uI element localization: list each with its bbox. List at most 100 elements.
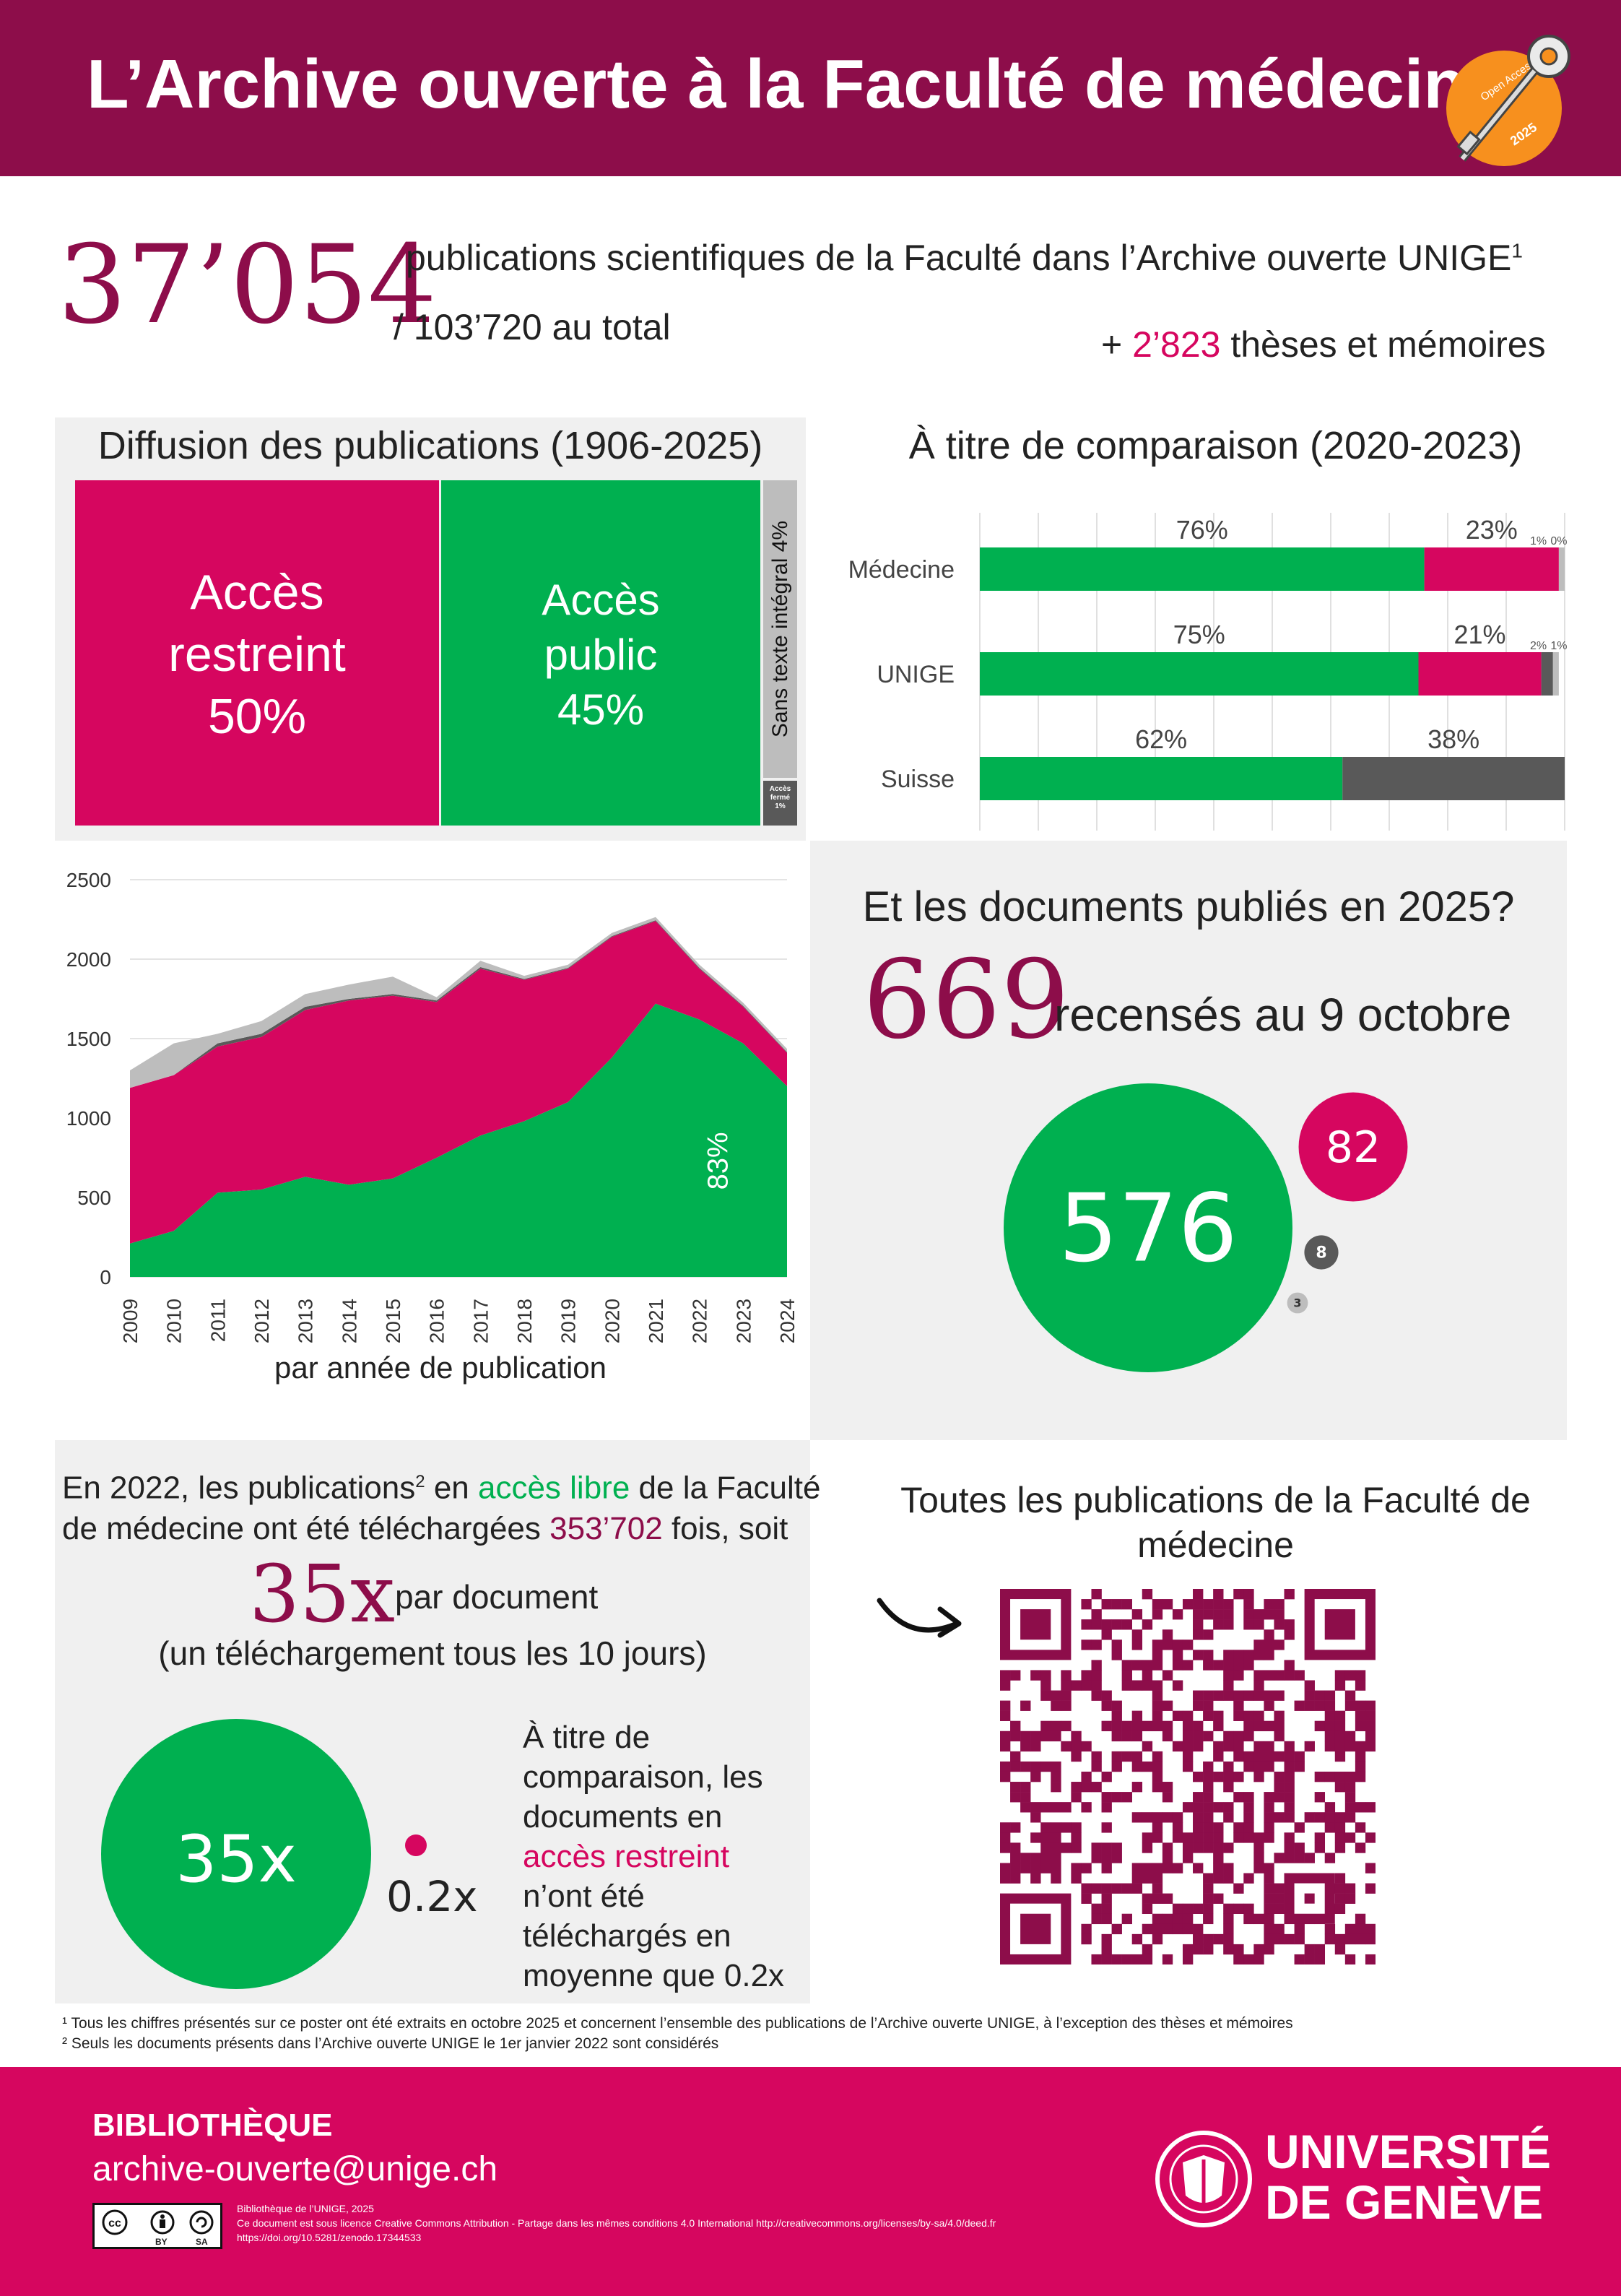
- qr-module: [1193, 1771, 1204, 1782]
- bubble-public: [1004, 1083, 1292, 1372]
- qr-module: [1101, 1822, 1112, 1833]
- qr-module: [1172, 1741, 1183, 1752]
- qr-module: [1051, 1822, 1061, 1833]
- qr-module: [1304, 1954, 1315, 1964]
- qr-module: [1172, 1650, 1183, 1660]
- qr-module: [1213, 1873, 1224, 1884]
- qr-module: [1172, 1923, 1183, 1935]
- qr-module: [1314, 1720, 1326, 1732]
- qr-module: [1233, 1903, 1244, 1915]
- qr-module: [1253, 1863, 1264, 1873]
- restricted-label-1: Accès: [190, 565, 324, 620]
- qr-module: [1223, 1619, 1234, 1630]
- qr-module: [1071, 1730, 1082, 1742]
- qr-module: [1243, 1710, 1254, 1721]
- qr-module: [1243, 1660, 1254, 1671]
- qr-module: [1091, 1883, 1102, 1894]
- qr-module: [1121, 1720, 1132, 1732]
- qr-module: [1172, 1639, 1183, 1650]
- qr-module: [1294, 1853, 1305, 1863]
- qr-module: [1071, 1751, 1082, 1762]
- qr-module: [1162, 1730, 1173, 1742]
- qr-module: [1162, 1782, 1173, 1793]
- qr-module: [1131, 1639, 1143, 1650]
- qr-module: [1284, 1660, 1295, 1671]
- qr-module: [1223, 1660, 1234, 1671]
- cc-icon: cc: [102, 2209, 214, 2235]
- qr-module: [1131, 1761, 1143, 1772]
- qr-module: [1142, 1619, 1153, 1630]
- qr-module: [1203, 1782, 1214, 1793]
- qr-module: [1334, 1812, 1346, 1823]
- area-xtick-label: 2024: [776, 1299, 799, 1343]
- footer-email[interactable]: archive-ouverte@unige.ch: [92, 2150, 498, 2188]
- qr-module: [1061, 1700, 1072, 1711]
- qr-module: [1304, 1853, 1315, 1863]
- qr-module: [1111, 1650, 1122, 1660]
- qr-module: [1071, 1842, 1082, 1853]
- qr-module: [1344, 1923, 1356, 1935]
- qr-module: [1213, 1853, 1224, 1863]
- qr-module: [1101, 1771, 1112, 1782]
- qr-code[interactable]: [1000, 1589, 1376, 1964]
- qr-module: [1182, 1730, 1194, 1742]
- qr-module: [1334, 1670, 1346, 1681]
- qr-module: [1344, 1771, 1356, 1782]
- qr-module: [1010, 1853, 1021, 1863]
- qr-module: [1111, 1923, 1122, 1935]
- qr-module: [1213, 1599, 1224, 1610]
- qr-module: [1020, 1741, 1031, 1752]
- key-icon: [1456, 35, 1570, 162]
- qr-module: [1030, 1771, 1041, 1782]
- qr-module: [1091, 1670, 1102, 1681]
- qr-module: [1091, 1782, 1102, 1793]
- qr-module: [1274, 1883, 1285, 1894]
- docs2025-subtitle: recensés au 9 octobre: [1054, 989, 1512, 1041]
- header-bar: [0, 0, 1621, 176]
- qr-module: [1253, 1832, 1264, 1843]
- area-series-public: [130, 1003, 787, 1277]
- qr-module: [1274, 1751, 1285, 1762]
- qr-module: [1213, 1771, 1224, 1782]
- qr-module: [1203, 1690, 1214, 1701]
- qr-module: [1162, 1923, 1173, 1935]
- qr-module: [1334, 1842, 1346, 1853]
- credit-line-2[interactable]: Ce document est sous licence Creative Co…: [237, 2217, 996, 2229]
- qr-module: [1193, 1802, 1204, 1813]
- comparison-small-label: 0%: [1550, 535, 1567, 547]
- qr-module: [1000, 1842, 1011, 1853]
- qr-module: [1131, 1954, 1143, 1964]
- qr-module: [1294, 1923, 1305, 1935]
- qr-module: [1274, 1771, 1285, 1782]
- qr-module: [1111, 1700, 1122, 1711]
- qr-module: [1243, 1599, 1254, 1610]
- qr-module: [1264, 1700, 1274, 1711]
- qr-module: [1334, 1944, 1346, 1955]
- qr-module: [1274, 1690, 1285, 1701]
- footer-bar: [0, 2067, 1621, 2296]
- qr-module: [1264, 1629, 1274, 1640]
- credit-doi-link[interactable]: https://doi.org/10.5281/zenodo.17344533: [237, 2232, 422, 2243]
- no-fulltext-label: Sans texte intégral 4%: [768, 520, 792, 738]
- qr-module: [1294, 1761, 1305, 1772]
- qr-module: [1091, 1954, 1102, 1964]
- qr-module: [1121, 1680, 1132, 1691]
- qr-module: [1000, 1761, 1011, 1772]
- qr-module: [1324, 1923, 1336, 1935]
- qr-module: [1061, 1720, 1072, 1732]
- qr-module: [1152, 1933, 1163, 1945]
- area-xtick-label: 2013: [295, 1299, 317, 1343]
- qr-module: [1243, 1903, 1254, 1915]
- footer-credits: Bibliothèque de l’UNIGE, 2025 Ce documen…: [237, 2201, 996, 2245]
- qr-module: [1131, 1863, 1143, 1873]
- qr-module: [1071, 1741, 1082, 1752]
- qr-module: [1203, 1802, 1214, 1813]
- qr-module: [1081, 1639, 1092, 1650]
- qr-module: [1101, 1802, 1112, 1813]
- qr-module: [1284, 1771, 1295, 1782]
- qr-module: [1233, 1650, 1244, 1660]
- qr-module: [1172, 1863, 1183, 1873]
- qr-module: [1182, 1954, 1194, 1964]
- qr-module: [1162, 1812, 1173, 1823]
- qr-module: [1274, 1609, 1285, 1620]
